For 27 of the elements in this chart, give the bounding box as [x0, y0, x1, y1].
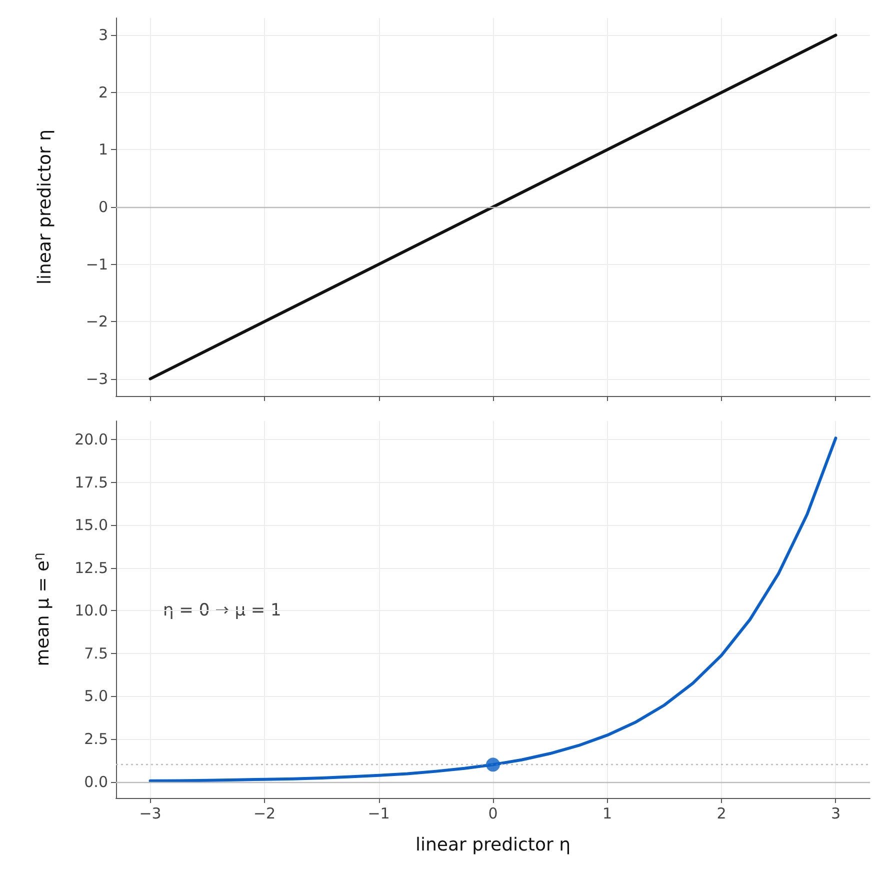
y-tick-label: 0 — [98, 198, 108, 216]
line-series — [148, 436, 838, 782]
x-tick-label: 2 — [716, 804, 726, 822]
y-tick-label: 17.5 — [74, 473, 108, 492]
y-tick-label: 7.5 — [84, 644, 108, 662]
y-tick-label: 0.0 — [84, 772, 108, 791]
y-tick-label: 2.5 — [84, 730, 108, 748]
y-axis-title: mean μ = eη — [31, 552, 54, 666]
x-tick-label: 1 — [602, 804, 612, 822]
x-tick-label: 3 — [830, 804, 840, 822]
y-tick-label: 10.0 — [74, 602, 108, 620]
x-tick-label: −3 — [139, 804, 162, 822]
y-tick-label: −1 — [86, 255, 108, 274]
y-tick-label: 12.5 — [74, 558, 108, 577]
y-tick-label: 2 — [98, 83, 108, 102]
y-tick-label: 5.0 — [84, 687, 108, 706]
x-tick-label: −1 — [368, 804, 390, 822]
y-tick-label: −2 — [86, 312, 108, 331]
y-tick-label: −3 — [86, 370, 108, 388]
y-tick-label: 15.0 — [74, 516, 108, 534]
x-axis-title: linear predictor η — [415, 834, 571, 856]
y-tick-label: 20.0 — [74, 430, 108, 449]
y-axis-title: linear predictor η — [34, 129, 56, 285]
y-tick-label: 3 — [98, 26, 108, 44]
x-tick-label: 0 — [488, 804, 498, 822]
y-tick-label: 1 — [98, 140, 108, 159]
x-tick-label: −2 — [253, 804, 276, 822]
